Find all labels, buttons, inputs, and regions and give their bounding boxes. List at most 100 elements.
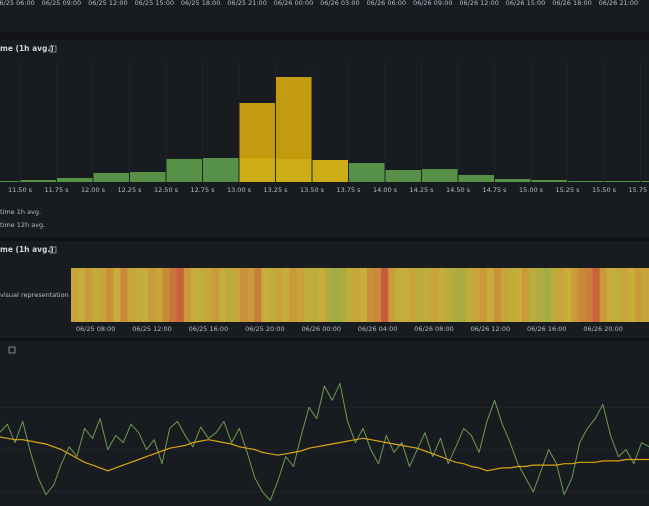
x-tick-label: 15.25 s (555, 186, 580, 194)
panel-icon[interactable] (8, 346, 16, 354)
histogram-bar (422, 169, 458, 182)
heatmap-cell (543, 268, 551, 322)
heatmap-cell (127, 268, 135, 322)
x-tick-label: 14.50 s (446, 186, 471, 194)
heatmap-cell (536, 268, 544, 322)
heatmap-cell (395, 268, 403, 322)
x-tick-label: 06/26 21:00 (599, 0, 639, 7)
heatmap-cell (444, 268, 452, 322)
y-axis-label: visual representation (0, 291, 69, 299)
heatmap-cell (183, 268, 192, 322)
x-tick-label: 12.75 s (190, 186, 215, 194)
histogram-bar (495, 179, 531, 182)
panel-title: me (1h avg.) (0, 245, 54, 254)
x-tick-label: 14.25 s (409, 186, 434, 194)
histogram-bar (276, 77, 312, 182)
x-tick-label: 13.75 s (336, 186, 361, 194)
x-tick-label: 06/26 16:00 (527, 325, 567, 333)
heatmap-cell (113, 268, 121, 322)
heatmap-cell (423, 268, 431, 322)
heatmap-cell (381, 268, 389, 322)
x-tick-label: 06/26 04:00 (358, 325, 398, 333)
histogram-bar (531, 180, 568, 182)
x-tick-label: 12.00 s (81, 186, 106, 194)
heatmap-cell (148, 268, 156, 322)
heatmap-cell (472, 268, 481, 322)
heatmap-cell (578, 268, 586, 322)
heatmap-cell (515, 268, 523, 322)
x-tick-label: 06/26 15:00 (506, 0, 546, 7)
x-tick-label: 12.25 s (117, 186, 142, 194)
heatmap-cell (120, 268, 128, 322)
x-tick-label: 06/26 12:00 (459, 0, 499, 7)
histogram-bar (568, 181, 604, 182)
heatmap-cell (409, 268, 417, 322)
legend-label[interactable]: time 12h avg. (0, 221, 45, 229)
x-tick-label: 06/25 12:00 (132, 325, 172, 333)
heatmap-cell (219, 268, 227, 322)
x-tick-label: 15.75 s (629, 186, 649, 194)
heatmap-cell (99, 268, 107, 322)
x-tick-label: 06/26 06:00 (367, 0, 407, 7)
heatmap-cell (71, 268, 79, 322)
x-tick-label: 15.50 s (592, 186, 617, 194)
x-tick-label: 06/26 08:00 (414, 325, 454, 333)
x-tick-label: 06/25 21:00 (227, 0, 267, 7)
x-tick-label: 11.50 s (8, 186, 33, 194)
legend-label[interactable]: time 1h avg. (0, 208, 41, 216)
x-tick-label: 14.75 s (482, 186, 507, 194)
x-tick-label: 12.50 s (154, 186, 179, 194)
heatmap-cell (78, 268, 86, 322)
histogram-bar (57, 178, 93, 182)
heatmap-cell (606, 268, 615, 322)
heatmap-cell (493, 268, 502, 322)
heatmap-cell (324, 268, 333, 322)
x-tick-label: 06/26 00:00 (274, 0, 314, 7)
panel-icon[interactable] (49, 246, 57, 254)
histogram-bar (312, 160, 349, 182)
heatmap-cell (289, 268, 297, 322)
x-tick-label: 06/26 00:00 (301, 325, 341, 333)
heatmap-cell (634, 268, 643, 322)
heatmap-cell (416, 268, 424, 322)
heatmap-cell (331, 268, 340, 322)
heatmap-cell (564, 268, 572, 322)
heatmap-cell (599, 268, 608, 322)
histogram-bar (166, 159, 203, 182)
heatmap-cell (226, 268, 234, 322)
heatmap-cell (627, 268, 636, 322)
panel-icon[interactable] (49, 45, 57, 53)
histogram-bar (385, 170, 422, 182)
heatmap-cell (190, 268, 199, 322)
x-tick-label: 06/26 20:00 (583, 325, 623, 333)
heatmap-cell (360, 268, 368, 322)
x-tick-label: 06/25 20:00 (245, 325, 285, 333)
x-tick-label: 11.75 s (44, 186, 69, 194)
x-tick-label: 06/25 18:00 (181, 0, 221, 7)
histogram-bar (239, 103, 276, 182)
x-tick-label: 13.00 s (227, 186, 252, 194)
heatmap-cell (106, 268, 114, 322)
heatmap-cell (162, 268, 170, 322)
heatmap-cell (176, 268, 185, 322)
x-tick-label: 13.25 s (263, 186, 288, 194)
heatmap-cell (92, 268, 100, 322)
heatmap-cell (282, 268, 290, 322)
x-tick-label: 15.00 s (519, 186, 544, 194)
heatmap-cell (585, 268, 593, 322)
series-line (0, 382, 649, 501)
heatmap-cell (374, 268, 382, 322)
heatmap-cell (254, 268, 262, 322)
heatmap-cell (204, 268, 213, 322)
x-tick-label: 06/25 12:00 (88, 0, 128, 7)
heatmap-cell (641, 268, 649, 322)
x-tick-label: 06/25 16:00 (189, 325, 229, 333)
histogram-bar (0, 181, 20, 182)
heatmap-cell (169, 268, 178, 322)
panel-top (0, 0, 649, 32)
heatmap-cell (486, 268, 495, 322)
heatmap-cell (303, 268, 311, 322)
heatmap-cell (522, 268, 530, 322)
